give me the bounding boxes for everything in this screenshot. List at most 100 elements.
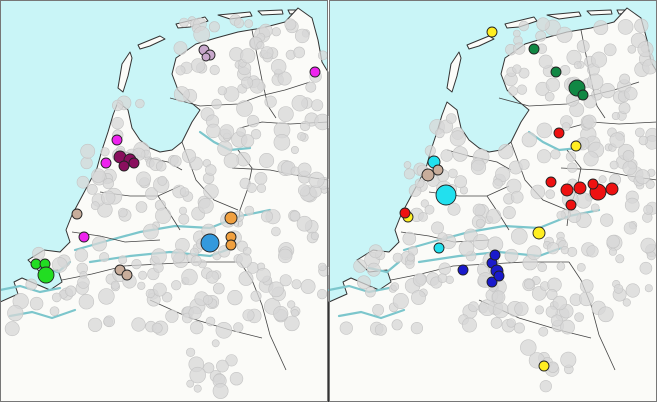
background-point xyxy=(536,17,550,31)
highlight-point xyxy=(201,52,211,62)
background-point xyxy=(91,168,106,183)
highlight-point xyxy=(457,264,469,276)
background-point xyxy=(271,226,281,237)
background-point xyxy=(213,282,225,295)
highlight-points xyxy=(30,44,321,284)
background-point xyxy=(560,319,575,335)
background-point xyxy=(297,131,306,141)
background-point xyxy=(155,207,172,224)
background-point xyxy=(512,64,522,74)
background-point xyxy=(191,58,206,73)
background-point xyxy=(171,280,182,291)
background-point xyxy=(305,81,317,93)
background-point xyxy=(559,65,571,76)
background-point xyxy=(546,242,560,255)
background-point xyxy=(644,284,653,293)
background-point xyxy=(298,184,311,197)
map-right xyxy=(327,0,657,402)
background-point xyxy=(142,223,159,240)
background-point xyxy=(472,234,489,251)
background-point xyxy=(118,207,128,218)
background-point xyxy=(445,113,457,124)
background-point xyxy=(556,261,566,271)
background-point xyxy=(534,305,544,315)
background-point xyxy=(438,262,451,275)
background-point xyxy=(538,326,549,337)
background-point xyxy=(161,292,173,303)
highlight-point xyxy=(37,266,55,284)
background-point xyxy=(29,296,44,311)
highlight-point xyxy=(532,226,546,240)
background-point xyxy=(271,27,281,37)
background-point xyxy=(287,300,296,309)
background-point xyxy=(178,213,190,225)
background-point xyxy=(521,132,537,148)
background-point xyxy=(586,245,599,258)
background-point xyxy=(642,58,657,75)
background-point xyxy=(150,248,167,265)
background-point xyxy=(7,305,24,322)
background-point xyxy=(203,362,215,374)
background-point xyxy=(77,276,90,289)
highlight-point xyxy=(545,176,557,188)
background-point xyxy=(619,73,630,85)
background-point xyxy=(188,306,202,320)
background-point xyxy=(209,64,220,76)
background-point xyxy=(260,210,273,223)
background-point xyxy=(609,160,619,170)
background-point xyxy=(412,273,427,287)
background-point xyxy=(431,221,444,235)
background-point xyxy=(268,281,285,298)
background-point xyxy=(145,187,158,201)
background-point xyxy=(637,41,654,58)
background-point xyxy=(518,20,529,32)
background-point xyxy=(561,122,571,131)
background-point xyxy=(356,275,371,290)
background-point xyxy=(211,339,220,348)
background-point xyxy=(472,203,486,217)
background-point xyxy=(406,253,415,262)
background-point xyxy=(424,204,435,215)
background-point xyxy=(539,380,552,393)
background-point xyxy=(544,91,555,102)
highlight-point xyxy=(528,43,540,55)
highlight-point xyxy=(565,199,577,211)
background-point xyxy=(640,237,656,254)
background-point xyxy=(475,218,485,228)
background-point xyxy=(86,183,98,195)
background-point xyxy=(536,149,551,164)
background-point xyxy=(403,161,412,169)
background-point xyxy=(576,39,590,53)
background-point xyxy=(300,120,311,132)
background-point xyxy=(556,26,573,43)
background-point xyxy=(449,130,466,147)
background-point xyxy=(193,26,210,43)
background-point xyxy=(550,149,561,160)
background-point xyxy=(238,271,254,286)
highlight-point xyxy=(570,140,582,152)
background-point xyxy=(151,322,163,334)
background-point xyxy=(448,168,458,179)
background-point xyxy=(392,292,409,309)
highlight-point xyxy=(605,182,619,196)
background-point xyxy=(560,246,570,255)
background-point xyxy=(246,114,260,128)
background-point xyxy=(452,146,468,162)
background-point xyxy=(51,292,62,303)
highlight-point xyxy=(224,211,238,225)
background-point xyxy=(634,127,645,138)
background-point xyxy=(300,279,316,294)
background-point xyxy=(374,323,387,336)
background-point xyxy=(609,132,625,148)
background-point xyxy=(545,77,561,92)
background-point xyxy=(145,288,155,299)
background-point xyxy=(181,268,198,286)
highlight-point xyxy=(200,233,220,253)
background-point xyxy=(560,351,577,368)
background-point xyxy=(198,198,214,214)
background-point xyxy=(76,175,90,189)
background-point xyxy=(550,314,563,327)
background-point xyxy=(311,99,324,112)
background-point xyxy=(236,127,246,137)
highlight-point xyxy=(560,183,574,197)
